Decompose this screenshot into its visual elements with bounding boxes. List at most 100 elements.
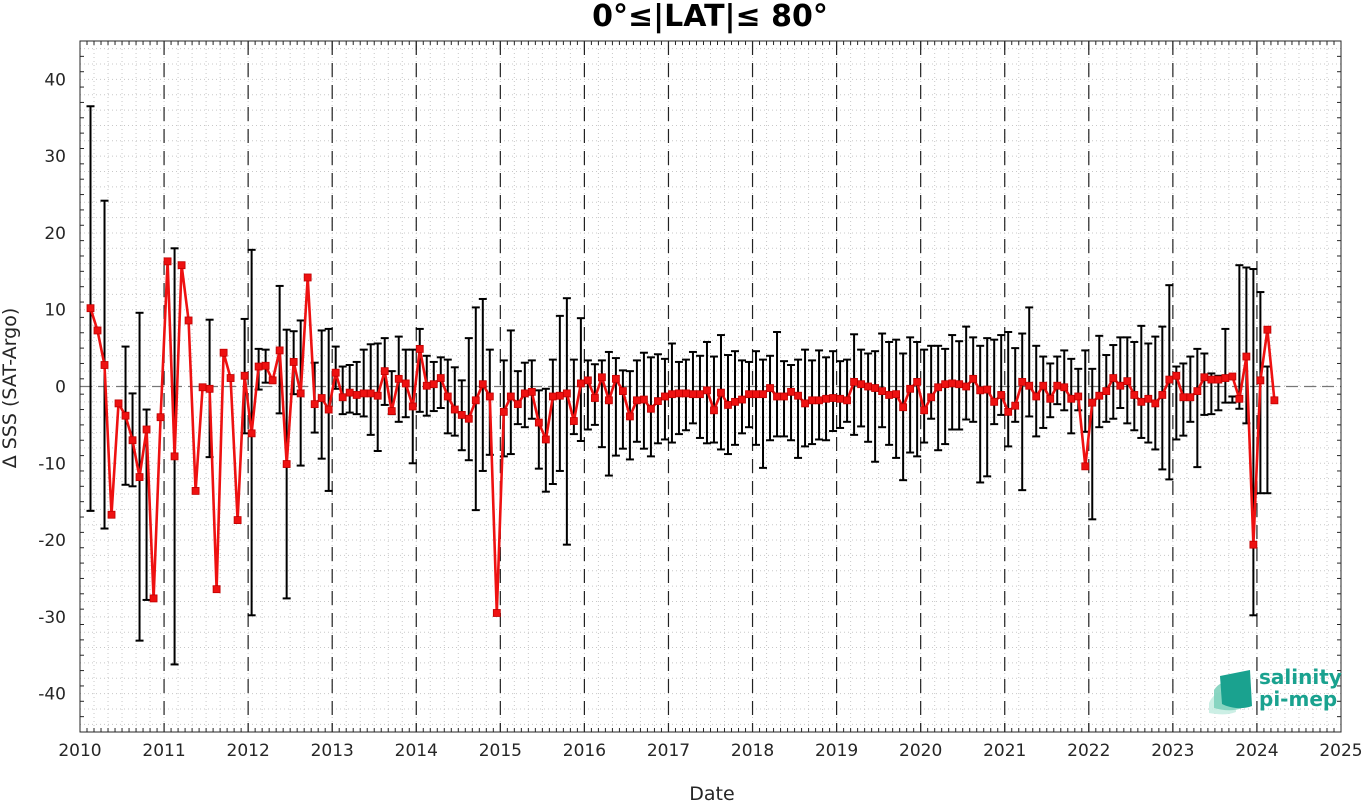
error-bar: [976, 344, 985, 484]
data-point: [1025, 381, 1034, 390]
error-bar: [674, 360, 683, 436]
x-tick-label: 2025: [1319, 741, 1362, 761]
data-point: [1004, 407, 1013, 416]
error-bar: [983, 337, 992, 478]
error-bar: [829, 350, 838, 433]
data-point: [86, 304, 95, 313]
error-bar: [878, 332, 887, 429]
data-point: [1137, 397, 1146, 406]
error-bar: [871, 350, 880, 463]
data-point: [247, 429, 256, 438]
data-point: [184, 316, 193, 325]
data-point: [878, 387, 887, 396]
error-bar: [794, 358, 803, 459]
y-tick-label: 20: [44, 224, 66, 244]
error-bar: [892, 338, 901, 459]
data-point: [640, 395, 648, 404]
data-point: [1095, 391, 1104, 400]
x-axis-title: Date: [689, 783, 734, 801]
data-point: [906, 384, 915, 393]
data-point: [766, 384, 774, 392]
data-point: [1018, 377, 1027, 386]
axis-ticks: [79, 40, 1342, 733]
data-point: [787, 387, 795, 396]
error-bar: [1144, 342, 1153, 444]
data-point: [794, 391, 802, 400]
data-point: [387, 407, 396, 415]
error-bar: [1130, 340, 1139, 432]
x-tick-label: 2015: [479, 741, 522, 761]
data-point: [520, 389, 529, 398]
error-bar: [1151, 335, 1160, 451]
data-point: [948, 379, 957, 388]
data-point: [1032, 392, 1041, 401]
data-point: [927, 393, 936, 402]
error-bar: [766, 354, 775, 442]
x-tick-label: 2022: [1067, 741, 1110, 761]
data-point: [331, 368, 340, 377]
data-point: [1081, 462, 1090, 471]
data-point: [506, 392, 515, 401]
data-point: [373, 391, 382, 400]
x-tick-label: 2023: [1151, 741, 1194, 761]
data-point: [1074, 392, 1083, 401]
data-point: [590, 394, 599, 402]
y-tick-label: -10: [38, 454, 66, 474]
data-point: [829, 394, 837, 402]
error-bar: [506, 329, 515, 456]
data-point: [1228, 372, 1237, 381]
data-point: [443, 392, 452, 401]
chart-title: 0°≤|LAT|≤ 80°: [592, 0, 828, 34]
error-bar: [990, 338, 999, 426]
error-bar: [450, 366, 459, 437]
data-point: [1060, 383, 1069, 392]
x-tick-label: 2013: [311, 741, 354, 761]
data-point: [675, 389, 683, 398]
data-point: [422, 381, 431, 390]
error-bar: [801, 348, 810, 448]
error-bar: [583, 359, 592, 431]
error-bar: [436, 356, 445, 409]
data-point: [1130, 391, 1139, 399]
data-point: [541, 435, 550, 444]
data-point: [107, 510, 116, 519]
data-point: [128, 436, 137, 445]
data-point: [548, 392, 557, 401]
data-point: [527, 387, 536, 396]
x-tick-labels: 2010 2011 2012 2013 2014 2015 2016 2017 2018 2019…: [58, 741, 1362, 761]
data-point: [752, 390, 760, 399]
data-point: [822, 394, 830, 403]
x-tick-label: 2024: [1235, 741, 1278, 761]
data-point: [1235, 394, 1244, 403]
data-point: [731, 397, 739, 406]
data-point: [282, 460, 291, 468]
x-tick-label: 2014: [395, 741, 438, 761]
error-bar: [1200, 352, 1209, 416]
data-point: [1193, 387, 1202, 396]
error-bar: [906, 336, 915, 454]
error-bar: [1060, 349, 1069, 412]
data-point: [1144, 394, 1153, 403]
error-bar: [359, 348, 368, 418]
y-tick-label: 0: [55, 378, 66, 398]
data-point: [710, 406, 718, 415]
data-point: [1200, 373, 1209, 382]
data-point: [450, 405, 459, 414]
x-tick-label: 2021: [983, 741, 1026, 761]
error-bar: [1228, 395, 1237, 404]
data-point: [366, 389, 375, 398]
error-bar: [1046, 362, 1055, 419]
error-bar: [913, 340, 922, 458]
data-point: [359, 389, 368, 398]
error-bar: [548, 358, 557, 486]
error-bar: [864, 352, 873, 443]
data-point: [633, 396, 641, 405]
data-point: [394, 374, 403, 383]
logo-text-salinity: salinity: [1259, 665, 1342, 689]
error-bar: [1235, 264, 1244, 410]
error-bar: [941, 347, 950, 446]
data-point: [1067, 394, 1076, 403]
data-point: [1039, 381, 1048, 390]
data-point: [191, 487, 200, 495]
